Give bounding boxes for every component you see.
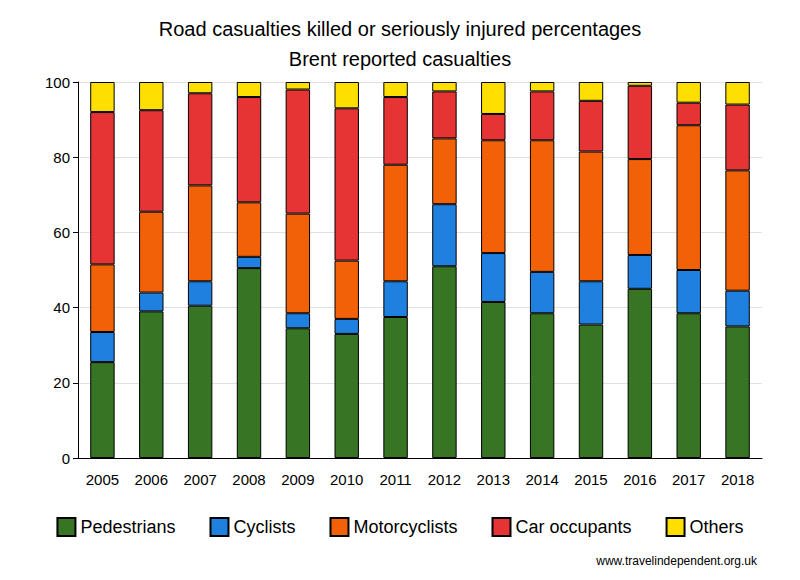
svg-text:Motorcyclists: Motorcyclists (353, 517, 457, 537)
svg-text:2016: 2016 (623, 471, 656, 488)
svg-text:60: 60 (53, 224, 70, 241)
svg-text:2005: 2005 (86, 471, 119, 488)
svg-text:2010: 2010 (330, 471, 363, 488)
svg-text:2006: 2006 (135, 471, 168, 488)
svg-text:2011: 2011 (379, 471, 411, 488)
svg-text:Pedestrians: Pedestrians (80, 517, 175, 537)
svg-text:0: 0 (62, 450, 70, 467)
svg-text:40: 40 (53, 299, 70, 316)
svg-text:2007: 2007 (183, 471, 216, 488)
svg-text:2012: 2012 (428, 471, 461, 488)
svg-text:2018: 2018 (721, 471, 754, 488)
svg-text:Car occupants: Car occupants (515, 517, 631, 537)
svg-text:2015: 2015 (574, 471, 607, 488)
svg-text:2013: 2013 (477, 471, 510, 488)
svg-text:2009: 2009 (281, 471, 314, 488)
svg-text:Road casualties killed or seri: Road casualties killed or seriously inju… (159, 18, 641, 40)
svg-text:Cyclists: Cyclists (233, 517, 295, 537)
svg-text:2014: 2014 (525, 471, 558, 488)
svg-text:100: 100 (45, 74, 70, 91)
svg-text:2017: 2017 (672, 471, 705, 488)
svg-text:Brent reported casualties: Brent reported casualties (289, 48, 511, 70)
svg-text:20: 20 (53, 374, 70, 391)
svg-text:www.travelindependent.org.uk: www.travelindependent.org.uk (595, 554, 758, 568)
svg-text:80: 80 (53, 149, 70, 166)
svg-text:2008: 2008 (232, 471, 265, 488)
svg-text:Others: Others (690, 517, 744, 537)
